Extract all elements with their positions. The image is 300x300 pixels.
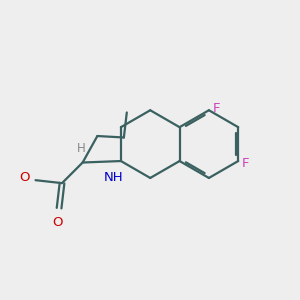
Text: H: H xyxy=(77,142,85,155)
Text: O: O xyxy=(20,171,30,184)
Text: F: F xyxy=(242,158,249,170)
Text: NH: NH xyxy=(104,171,123,184)
Text: O: O xyxy=(52,215,63,229)
Text: F: F xyxy=(212,102,220,115)
